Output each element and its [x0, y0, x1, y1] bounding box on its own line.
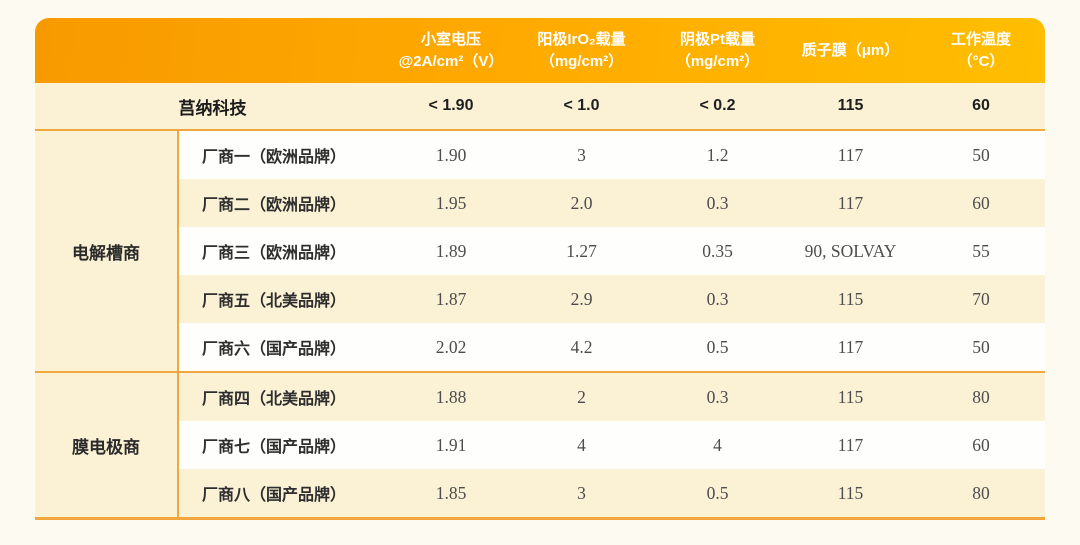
value-cell: 115: [837, 482, 864, 503]
value-cell: 60: [972, 434, 990, 455]
value-cell: 1.85: [435, 482, 467, 503]
value-cell: 70: [972, 288, 990, 309]
value-cell: 1.90: [435, 144, 467, 165]
value-cell: 1.95: [435, 192, 467, 213]
vendor-name: 厂商八（国产品牌）: [202, 487, 347, 504]
value-cell: 2: [577, 386, 586, 407]
table-row: 厂商四（北美品牌） 1.88 2 0.3 115 80: [179, 373, 1045, 421]
table-row: 厂商七（国产品牌） 1.91 4 4 117 60: [179, 421, 1045, 469]
value-cell: 55: [972, 240, 990, 261]
table-row: 厂商二（欧洲品牌） 1.95 2.0 0.3 117 60: [179, 179, 1045, 227]
value-cell: 115: [837, 288, 864, 309]
value-cell: 1.88: [435, 386, 467, 407]
value-cell: 1.87: [435, 288, 467, 309]
column-header-line2: （mg/cm²）: [675, 52, 760, 70]
column-header-line1: 阴极Pt载量: [679, 30, 755, 48]
column-header-line1: 阳极IrO₂载量: [537, 30, 626, 48]
group-section: 电解槽商 厂商一（欧洲品牌） 1.90 3 1.2 117 50 厂商二（欧洲品牌） 1.95 2…: [35, 129, 1045, 371]
column-header: 阳极IrO₂载量 （mg/cm²）: [512, 18, 651, 83]
value-cell: 3: [577, 482, 586, 503]
group-section: 膜电极商 厂商四（北美品牌） 1.88 2 0.3 115 80 厂商七（国产品牌） 1.91 4…: [35, 371, 1045, 517]
value-cell: 0.3: [706, 386, 729, 407]
column-header-line1: 工作温度: [950, 30, 1011, 48]
value-cell: 1.27: [566, 240, 597, 261]
value-cell: 117: [837, 336, 864, 357]
highlight-value-cell: 60: [972, 97, 990, 114]
highlight-row: 莒纳科技 < 1.90 < 1.0 < 0.2 115 60: [35, 83, 1045, 129]
value-cell: 3: [577, 144, 586, 165]
value-cell: 0.5: [706, 336, 729, 357]
vendor-name: 厂商六（国产品牌）: [202, 341, 347, 358]
value-cell: 117: [837, 144, 864, 165]
value-cell: 80: [972, 386, 990, 407]
column-header-line1: 小室电压: [420, 30, 481, 48]
vendor-name: 厂商一（欧洲品牌）: [202, 149, 347, 166]
value-cell: 4.2: [570, 336, 593, 357]
column-header: 质子膜（μm）: [784, 18, 917, 83]
vendor-name: 厂商五（北美品牌）: [202, 293, 347, 310]
group-label: 膜电极商: [35, 373, 179, 517]
header-spacer: [35, 18, 390, 83]
table-row: 厂商一（欧洲品牌） 1.90 3 1.2 117 50: [179, 131, 1045, 179]
group-rows: 厂商一（欧洲品牌） 1.90 3 1.2 117 50 厂商二（欧洲品牌） 1.95 2.0 0.…: [179, 131, 1045, 371]
column-header: 工作温度 （°C）: [917, 18, 1045, 83]
value-cell: 0.35: [702, 240, 733, 261]
comparison-table: 小室电压 @2A/cm²（V） 阳极IrO₂载量 （mg/cm²） 阴极Pt载量 （mg/…: [35, 18, 1045, 520]
table-row: 厂商三（欧洲品牌） 1.89 1.27 0.35 90, SOLVAY 55: [179, 227, 1045, 275]
table-row: 厂商八（国产品牌） 1.85 3 0.5 115 80: [179, 469, 1045, 517]
table-row: 厂商六（国产品牌） 2.02 4.2 0.5 117 50: [179, 323, 1045, 371]
column-header-line2: （°C）: [957, 52, 1005, 70]
vendor-name: 厂商四（北美品牌）: [202, 391, 347, 408]
table-row: 厂商五（北美品牌） 1.87 2.9 0.3 115 70: [179, 275, 1045, 323]
value-cell: 4: [713, 434, 722, 455]
value-cell: 0.3: [706, 288, 729, 309]
value-cell: 1.89: [435, 240, 467, 261]
column-header-line1: 质子膜（μm）: [801, 41, 900, 59]
value-cell: 1.91: [435, 434, 467, 455]
value-cell: 2.02: [435, 336, 467, 357]
column-header-line2: @2A/cm²（V）: [398, 52, 504, 70]
value-cell: 2.0: [570, 192, 593, 213]
vendor-name: 厂商三（欧洲品牌）: [202, 245, 347, 262]
value-cell: 60: [972, 192, 990, 213]
highlight-value-cell: < 1.90: [428, 97, 474, 114]
vendor-name: 厂商七（国产品牌）: [202, 439, 347, 456]
company-name: 莒纳科技: [178, 98, 247, 118]
column-header-line2: （mg/cm²）: [539, 52, 624, 70]
column-header: 阴极Pt载量 （mg/cm²）: [651, 18, 784, 83]
highlight-value-cell: < 1.0: [563, 97, 600, 114]
value-cell: 117: [837, 434, 864, 455]
value-cell: 80: [972, 482, 990, 503]
table-header: 小室电压 @2A/cm²（V） 阳极IrO₂载量 （mg/cm²） 阴极Pt载量 （mg/…: [35, 18, 1045, 83]
vendor-name: 厂商二（欧洲品牌）: [202, 197, 347, 214]
value-cell: 2.9: [570, 288, 593, 309]
group-sections: 电解槽商 厂商一（欧洲品牌） 1.90 3 1.2 117 50 厂商二（欧洲品牌） 1.95 2…: [35, 129, 1045, 517]
value-cell: 117: [837, 192, 864, 213]
value-cell: 50: [972, 144, 990, 165]
value-cell: 1.2: [706, 144, 729, 165]
highlight-value-cell: 115: [837, 97, 864, 114]
highlight-value-cell: < 0.2: [699, 97, 736, 114]
value-cell: 50: [972, 336, 990, 357]
group-rows: 厂商四（北美品牌） 1.88 2 0.3 115 80 厂商七（国产品牌） 1.91 4 4 117…: [179, 373, 1045, 517]
value-cell: 90, SOLVAY: [804, 240, 897, 261]
group-label: 电解槽商: [35, 131, 179, 371]
value-cell: 0.5: [706, 482, 729, 503]
column-header: 小室电压 @2A/cm²（V）: [390, 18, 512, 83]
value-cell: 4: [577, 434, 586, 455]
value-cell: 115: [837, 386, 864, 407]
value-cell: 0.3: [706, 192, 729, 213]
